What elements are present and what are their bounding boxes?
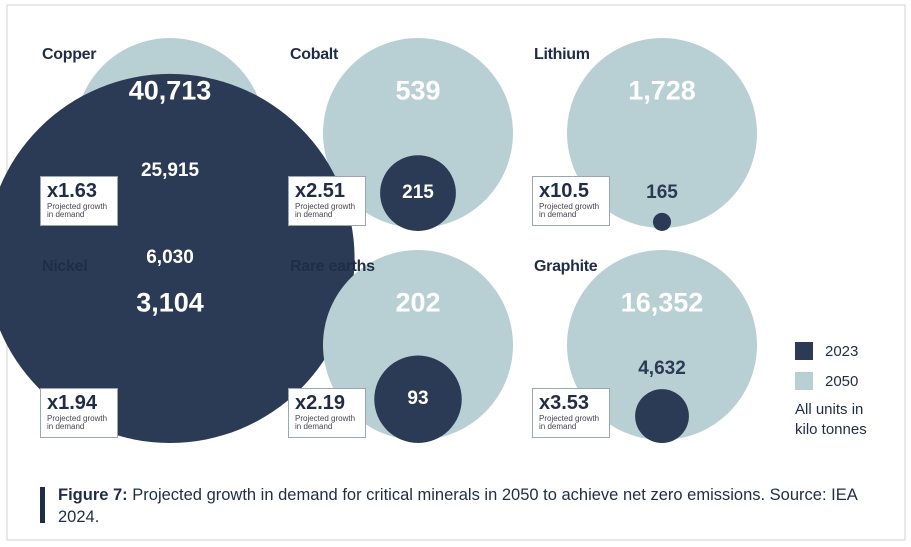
legend-item: 2023 [795,342,858,360]
growth-label: x3.53 [539,392,590,414]
value-label-2050: 202 [395,287,441,318]
mineral-name: Copper [42,46,97,63]
growth-caption: Projected growth in demand [539,202,600,219]
bubble-2050 [323,250,513,440]
bubble-2050 [567,38,757,228]
growth-box: x2.51 Projected growth in demand [288,176,366,226]
value-label-2023: 25,915 [140,159,200,181]
caption: Figure 7: Projected growth in demand for… [58,484,888,528]
value-label-2050: 40,713 [128,75,212,106]
growth-caption: Projected growth in demand [295,414,356,431]
mineral-name: Lithium [534,46,590,63]
growth-caption: Projected growth in demand [47,202,108,219]
growth-label: x2.51 [295,180,346,202]
mineral-name: Cobalt [290,46,338,63]
legend-swatch [795,342,813,360]
legend-item: 2050 [795,372,858,390]
caption-label: Figure 7: [58,486,128,504]
caption-bar [40,487,45,523]
value-label-2050: 539 [395,75,441,106]
value-label-2050: 3,104 [136,287,204,318]
value-label-2023: 93 [407,388,429,410]
growth-label: x10.5 [539,180,590,202]
caption-text: Projected growth in demand for critical … [58,486,857,526]
bubble-2023 [0,73,355,443]
value-label-2023: 215 [402,182,434,204]
value-label-2050: 16,352 [620,287,704,318]
mineral-name: Rare earths [290,258,375,275]
growth-label: x1.63 [47,180,98,202]
legend-label: 2023 [825,342,859,360]
growth-box: x10.5 Projected growth in demand [532,176,610,226]
value-label-2050: 1,728 [628,75,696,106]
bubble-2050 [323,38,513,228]
bubble-2023 [635,389,689,443]
growth-caption: Projected growth in demand [47,414,108,431]
value-label-2023: 165 [646,181,678,203]
mineral-name: Graphite [534,258,598,275]
bubble-2023 [380,155,456,232]
value-label-2023: 4,632 [638,358,686,380]
legend-swatch [795,372,813,390]
growth-box: x1.63 Projected growth in demand [40,176,118,226]
growth-box: x1.94 Projected growth in demand [40,388,118,438]
growth-caption: Projected growth in demand [295,202,356,219]
growth-label: x1.94 [47,392,98,414]
growth-box: x3.53 Projected growth in demand [532,388,610,438]
growth-label: x2.19 [295,392,346,414]
units-note: All units in kilo tonnes [795,401,867,438]
bubble-2023 [652,212,672,231]
growth-caption: Projected growth in demand [539,414,600,431]
legend-label: 2050 [825,372,859,390]
mineral-name: Nickel [42,258,88,275]
bubble-2023 [374,355,462,444]
bubble-2050 [567,250,757,440]
value-label-2023: 6,030 [146,247,194,269]
growth-box: x2.19 Projected growth in demand [288,388,366,438]
